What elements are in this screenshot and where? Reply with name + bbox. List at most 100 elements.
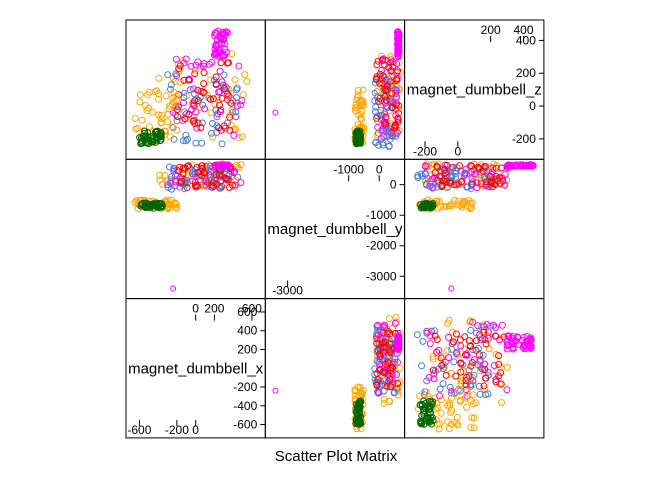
- data-point: [394, 343, 402, 351]
- data-point: [172, 55, 180, 63]
- data-point: [136, 91, 144, 99]
- data-point: [181, 115, 189, 123]
- data-point: [209, 95, 217, 103]
- data-point: [220, 36, 227, 44]
- data-point: [216, 67, 224, 75]
- data-point: [157, 119, 165, 126]
- data-point: [143, 107, 151, 115]
- data-point: [453, 348, 461, 356]
- data-point: [229, 181, 236, 189]
- data-point: [489, 164, 497, 172]
- tick-label: -200: [165, 423, 189, 437]
- data-point: [498, 399, 505, 407]
- points-layer: [131, 27, 537, 433]
- data-point: [356, 137, 364, 145]
- data-point: [386, 78, 394, 86]
- scatter-panel-magnet_dumbbell_x-vs-magnet_dumbbell_y: [131, 160, 245, 292]
- data-point: [461, 394, 469, 402]
- data-point: [500, 181, 508, 188]
- data-point: [482, 374, 489, 382]
- data-point: [463, 403, 471, 411]
- data-point: [481, 360, 489, 368]
- data-point: [220, 71, 228, 79]
- data-point: [470, 414, 478, 422]
- data-point: [448, 406, 456, 414]
- data-point: [213, 180, 221, 188]
- data-point: [194, 96, 202, 104]
- scatter-panel-magnet_dumbbell_y-vs-magnet_dumbbell_z: [272, 28, 404, 150]
- data-point: [206, 60, 213, 68]
- outlier-point: [272, 109, 279, 116]
- data-point: [383, 329, 391, 337]
- data-point: [388, 364, 396, 372]
- data-point: [133, 196, 140, 204]
- data-point: [164, 118, 172, 126]
- data-point: [151, 128, 159, 136]
- data-point: [482, 391, 489, 399]
- data-point: [179, 137, 187, 145]
- data-point: [477, 336, 485, 344]
- tick-label: 0: [376, 162, 383, 176]
- data-point: [423, 327, 431, 335]
- data-point: [497, 380, 505, 388]
- data-point: [382, 96, 390, 104]
- data-point: [198, 162, 206, 170]
- data-point: [444, 346, 451, 354]
- data-point: [199, 62, 207, 70]
- data-point: [180, 99, 187, 107]
- data-point: [459, 361, 467, 369]
- data-point: [428, 327, 435, 335]
- data-point: [480, 328, 488, 336]
- data-point: [136, 98, 144, 106]
- data-point: [172, 70, 180, 78]
- data-point: [452, 173, 460, 181]
- data-point: [353, 132, 361, 140]
- data-point: [219, 82, 227, 90]
- data-point: [192, 108, 200, 116]
- data-point: [439, 353, 447, 360]
- data-point: [463, 387, 471, 395]
- tick-label: 0: [192, 302, 199, 316]
- data-point: [431, 327, 439, 335]
- data-point: [442, 203, 450, 211]
- data-point: [452, 372, 460, 380]
- data-point: [210, 76, 218, 84]
- tick-label: 400: [513, 23, 533, 37]
- data-point: [446, 179, 454, 187]
- data-point: [241, 71, 249, 79]
- data-point: [495, 352, 503, 360]
- data-point: [528, 162, 536, 170]
- data-point: [205, 94, 213, 102]
- tick-label: 600: [237, 305, 257, 319]
- data-point: [429, 184, 436, 192]
- data-point: [395, 37, 403, 45]
- scatter-panel-magnet_dumbbell_x-vs-magnet_dumbbell_z: [131, 27, 251, 148]
- data-point: [392, 101, 400, 109]
- data-point: [148, 108, 156, 116]
- data-point: [421, 169, 429, 177]
- data-point: [420, 410, 428, 418]
- data-point: [456, 397, 464, 405]
- data-point: [180, 94, 188, 102]
- data-point: [225, 92, 233, 100]
- variable-name-magnet_dumbbell_z: magnet_dumbbell_z: [407, 82, 542, 99]
- data-point: [481, 366, 489, 373]
- data-point: [394, 339, 402, 347]
- data-point: [467, 326, 475, 334]
- data-point: [458, 377, 466, 385]
- data-point: [183, 162, 191, 170]
- data-point: [374, 346, 382, 354]
- data-point: [207, 95, 215, 103]
- data-point: [234, 173, 242, 181]
- data-point: [192, 183, 200, 191]
- data-point: [455, 385, 463, 393]
- data-point: [507, 337, 515, 344]
- data-point: [472, 337, 480, 345]
- data-point: [429, 366, 437, 374]
- data-point: [373, 131, 381, 139]
- data-point: [447, 172, 455, 180]
- data-point: [227, 99, 235, 107]
- data-point: [392, 90, 400, 97]
- data-point: [385, 315, 393, 323]
